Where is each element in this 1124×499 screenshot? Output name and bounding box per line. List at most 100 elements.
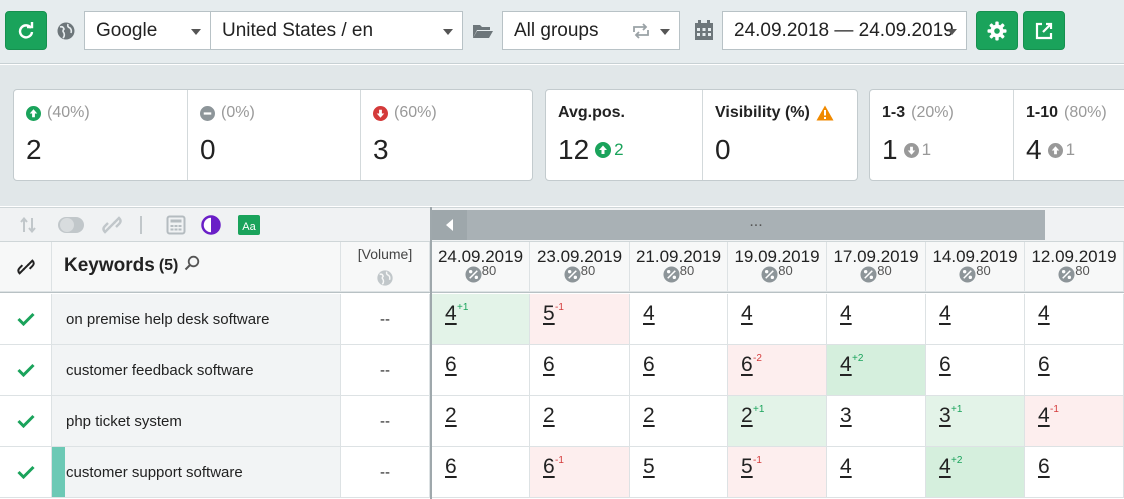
position-cell[interactable]: 2 [432,396,530,447]
position-cell[interactable]: 5 -1 [530,294,630,345]
date-column-header[interactable]: 23.09.2019 80 [530,242,630,292]
region-select[interactable]: United States / en [210,11,463,50]
position-cell[interactable]: 6 [432,345,530,396]
scroll-thumb[interactable]: ... [467,210,1045,240]
position-value[interactable]: 6 [543,353,555,376]
keyword-cell[interactable]: customer support software [52,447,341,498]
position-cell[interactable]: 6 [630,345,728,396]
position-value[interactable]: 4 [1038,404,1050,427]
toggle-icon[interactable] [57,216,85,239]
contrast-icon[interactable] [201,215,221,240]
position-cell[interactable]: 5 [630,447,728,498]
position-cell[interactable]: 4 +2 [926,447,1025,498]
position-value[interactable]: 4 [445,302,457,325]
position-cell[interactable]: 4 [827,447,926,498]
stat-down[interactable]: (60%) 3 [360,90,532,180]
refresh-button[interactable] [5,11,47,50]
position-cell[interactable]: 4 [1025,294,1124,345]
position-cell[interactable]: 6 -1 [530,447,630,498]
sort-icon[interactable] [19,216,37,238]
row-check-cell[interactable] [0,396,52,447]
position-value[interactable]: 2 [643,404,655,427]
position-cell[interactable]: 5 -1 [728,447,827,498]
settings-button[interactable] [976,11,1018,50]
position-value[interactable]: 4 [840,302,852,325]
position-value[interactable]: 5 [741,455,753,478]
search-icon[interactable] [184,255,200,271]
position-value[interactable]: 4 [939,302,951,325]
position-cell[interactable]: 3 [827,396,926,447]
link-column-header[interactable] [0,242,52,292]
position-value[interactable]: 6 [939,353,951,376]
stat-top3[interactable]: 1-3 (20%) 1 1 [870,90,1013,180]
position-value[interactable]: 2 [445,404,457,427]
position-value[interactable]: 5 [543,302,555,325]
stat-same[interactable]: (0%) 0 [187,90,360,180]
volume-column-header[interactable]: [Volume] [341,242,430,292]
row-check-cell[interactable] [0,294,52,345]
position-value[interactable]: 6 [445,455,457,478]
export-button[interactable] [1023,11,1065,50]
row-check-cell[interactable] [0,345,52,396]
table-row[interactable]: on premise help desk software -- 4 +1 5 -1 4 4 4… [0,294,1124,345]
search-engine-select[interactable]: Google [84,11,211,50]
table-row[interactable]: customer feedback software -- 6 6 6 6 -2 4 +2 6 6 [0,345,1124,396]
row-check-cell[interactable] [0,447,52,498]
position-value[interactable]: 4 [643,302,655,325]
date-column-header[interactable]: 24.09.2019 80 [432,242,530,292]
position-cell[interactable]: 4 -1 [1025,396,1124,447]
position-value[interactable]: 6 [445,353,457,376]
keyword-cell[interactable]: on premise help desk software [52,294,341,345]
warning-icon[interactable] [816,105,834,121]
position-value[interactable]: 6 [543,455,555,478]
position-value[interactable]: 6 [1038,353,1050,376]
position-value[interactable]: 4 [741,302,753,325]
position-value[interactable]: 2 [543,404,555,427]
position-cell[interactable]: 2 [530,396,630,447]
position-cell[interactable]: 4 [926,294,1025,345]
position-value[interactable]: 4 [939,455,951,478]
position-cell[interactable]: 4 +1 [432,294,530,345]
position-value[interactable]: 6 [1038,455,1050,478]
keyword-cell[interactable]: customer feedback software [52,345,341,396]
date-column-header[interactable]: 21.09.2019 80 [630,242,728,292]
position-value[interactable]: 4 [840,353,852,376]
calculator-icon[interactable] [166,215,186,240]
position-cell[interactable]: 6 [1025,447,1124,498]
position-value[interactable]: 5 [643,455,655,478]
position-cell[interactable]: 2 [630,396,728,447]
position-cell[interactable]: 6 [926,345,1025,396]
date-column-header[interactable]: 17.09.2019 80 [827,242,926,292]
position-cell[interactable]: 3 +1 [926,396,1025,447]
table-row[interactable]: php ticket system -- 2 2 2 2 +1 3 3 +1 4 -1 [0,396,1124,447]
position-cell[interactable]: 2 +1 [728,396,827,447]
date-column-header[interactable]: 14.09.2019 80 [926,242,1025,292]
position-cell[interactable]: 6 -2 [728,345,827,396]
position-value[interactable]: 6 [741,353,753,376]
stat-up[interactable]: (40%) 2 [14,90,187,180]
keyword-cell[interactable]: php ticket system [52,396,341,447]
position-cell[interactable]: 6 [1025,345,1124,396]
group-select[interactable]: All groups [502,11,680,50]
position-cell[interactable]: 4 +2 [827,345,926,396]
position-cell[interactable]: 4 [827,294,926,345]
scroll-left-button[interactable] [432,210,467,240]
link-icon[interactable] [101,215,123,240]
font-size-icon[interactable]: Aa [238,215,260,240]
position-value[interactable]: 6 [643,353,655,376]
keywords-column-header[interactable]: Keywords (5) [52,242,341,292]
stat-top10[interactable]: 1-10 (80%) 4 1 [1013,90,1124,180]
position-value[interactable]: 4 [1038,302,1050,325]
position-value[interactable]: 4 [840,455,852,478]
position-cell[interactable]: 6 [530,345,630,396]
date-column-header[interactable]: 12.09.2019 80 [1025,242,1124,292]
position-cell[interactable]: 4 [630,294,728,345]
position-cell[interactable]: 4 [728,294,827,345]
date-range-select[interactable]: 24.09.2018 — 24.09.2019 [722,11,967,50]
date-column-header[interactable]: 19.09.2019 80 [728,242,827,292]
table-row[interactable]: customer support software -- 6 6 -1 5 5 -1 4 4 +2 6 [0,447,1124,498]
position-value[interactable]: 3 [840,404,852,427]
position-value[interactable]: 2 [741,404,753,427]
position-value[interactable]: 3 [939,404,951,427]
position-cell[interactable]: 6 [432,447,530,498]
